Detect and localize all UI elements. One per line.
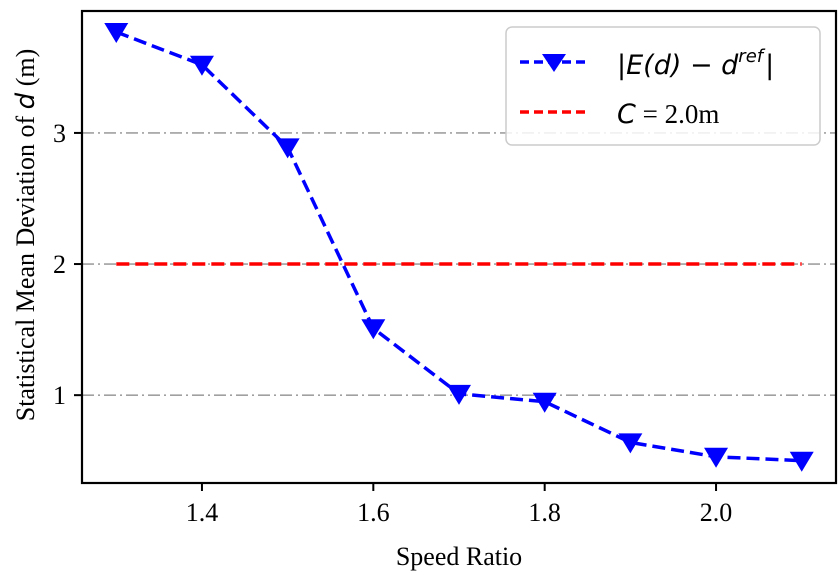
legend-label-deviation-sup: ref: [738, 46, 765, 67]
x-tick-label: 1.8: [528, 498, 561, 527]
x-tick-label: 1.6: [357, 498, 390, 527]
legend: |E(d) − dref| C = 2.0m: [505, 26, 821, 146]
x-tick-label: 1.4: [186, 498, 219, 527]
series-layer: [104, 22, 814, 472]
y-tick-label: 3: [53, 119, 66, 148]
y-tick-label: 1: [53, 381, 66, 410]
data-point: [361, 319, 386, 340]
data-point: [704, 447, 729, 468]
legend-label-deviation: |E(d) − dref|: [617, 46, 774, 81]
data-point: [447, 384, 471, 405]
legend-marker-triangle-down-icon: [542, 54, 566, 72]
data-point: [532, 392, 557, 413]
legend-box: [505, 26, 821, 146]
y-axis-label-prefix: Statistical Mean Deviation of: [11, 109, 40, 421]
data-point: [189, 55, 214, 76]
data-point: [275, 138, 300, 159]
legend-label-threshold: C = 2.0m: [617, 99, 719, 130]
y-tick-label: 2: [53, 250, 66, 279]
legend-label-threshold-rest: = 2.0m: [636, 99, 719, 129]
plot-frame: [80, 9, 838, 485]
legend-label-deviation-close: |: [765, 50, 774, 81]
x-axis-label: Speed Ratio: [396, 542, 522, 571]
series-deviation: [104, 22, 814, 472]
legend-label-deviation-main: |E(d) − d: [617, 50, 739, 81]
y-axis-label: Statistical Mean Deviation of d (m): [11, 49, 41, 422]
y-axis-label-suffix: (m): [11, 49, 40, 93]
legend-item-threshold: C = 2.0m: [520, 99, 719, 130]
data-point: [789, 451, 814, 472]
x-tick-label: 2.0: [700, 498, 733, 527]
legend-item-deviation: |E(d) − dref|: [520, 46, 774, 81]
y-axis: 1 2 3: [53, 119, 82, 410]
data-point: [104, 22, 129, 43]
y-axis-label-variable: d: [11, 92, 41, 109]
data-point: [618, 433, 643, 454]
legend-label-threshold-var: C: [617, 99, 636, 130]
x-axis: 1.4 1.6 1.8 2.0: [186, 483, 733, 527]
